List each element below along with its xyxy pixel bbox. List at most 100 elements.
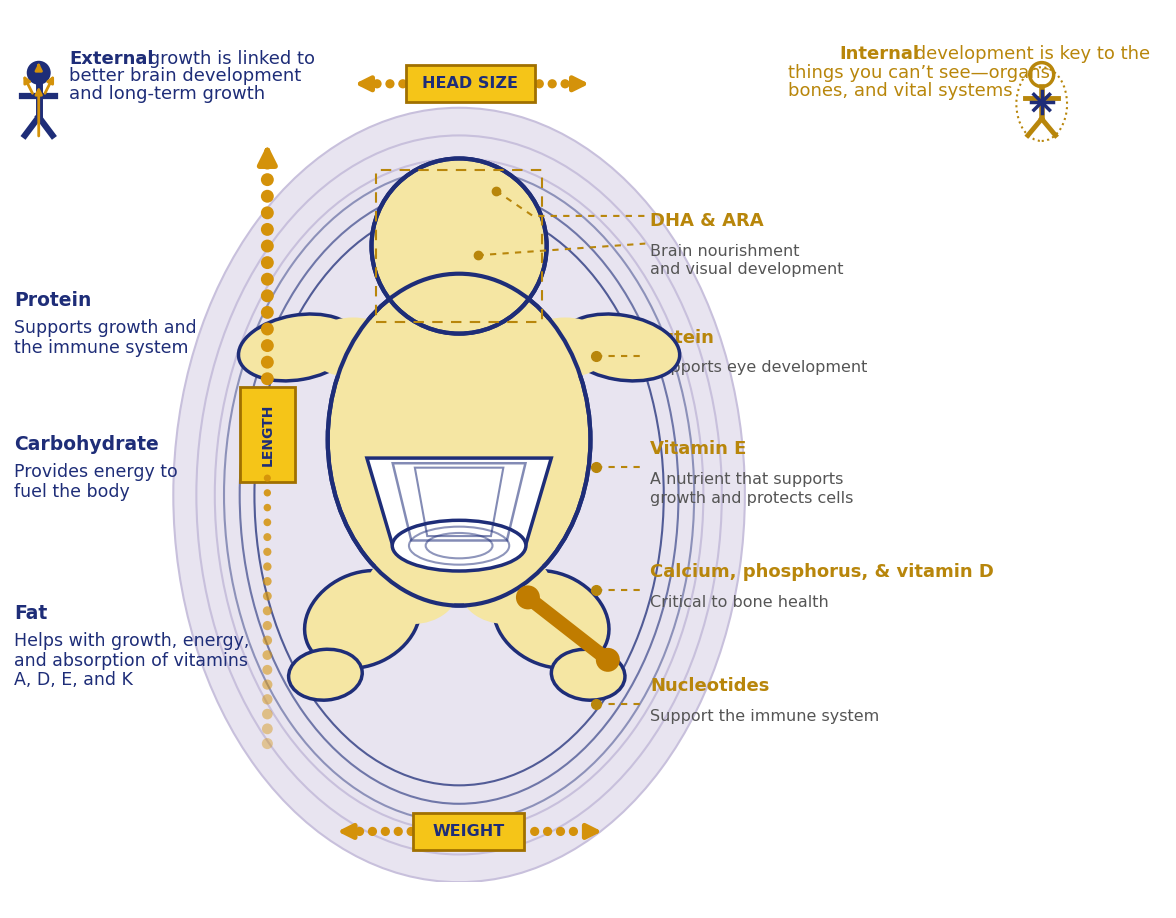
FancyBboxPatch shape bbox=[420, 264, 499, 329]
Circle shape bbox=[263, 577, 272, 586]
Circle shape bbox=[263, 592, 272, 600]
Ellipse shape bbox=[367, 550, 459, 624]
Ellipse shape bbox=[239, 314, 358, 381]
Text: Provides energy to: Provides energy to bbox=[14, 464, 178, 481]
Circle shape bbox=[262, 606, 272, 615]
Circle shape bbox=[372, 159, 547, 333]
Polygon shape bbox=[367, 458, 552, 545]
Circle shape bbox=[263, 548, 272, 556]
Circle shape bbox=[262, 635, 272, 645]
Circle shape bbox=[263, 504, 272, 511]
Ellipse shape bbox=[307, 318, 399, 377]
Bar bbox=[427, 271, 492, 321]
Circle shape bbox=[407, 827, 416, 836]
Circle shape bbox=[261, 223, 274, 236]
Ellipse shape bbox=[196, 136, 722, 855]
Circle shape bbox=[516, 586, 540, 610]
Text: LENGTH: LENGTH bbox=[260, 403, 274, 465]
Text: Fat: Fat bbox=[14, 604, 47, 623]
Circle shape bbox=[261, 190, 274, 203]
Circle shape bbox=[530, 827, 540, 836]
Circle shape bbox=[368, 827, 377, 836]
Circle shape bbox=[535, 79, 544, 88]
Text: growth and protects cells: growth and protects cells bbox=[650, 490, 854, 506]
Ellipse shape bbox=[561, 314, 680, 381]
Text: Protein: Protein bbox=[14, 291, 92, 310]
Text: A, D, E, and K: A, D, E, and K bbox=[14, 671, 133, 689]
Circle shape bbox=[261, 273, 274, 285]
Circle shape bbox=[261, 355, 274, 369]
Text: Critical to bone health: Critical to bone health bbox=[650, 595, 829, 610]
Circle shape bbox=[548, 79, 556, 88]
Circle shape bbox=[262, 723, 273, 734]
Text: HEAD SIZE: HEAD SIZE bbox=[422, 76, 519, 91]
Circle shape bbox=[262, 694, 273, 704]
Circle shape bbox=[569, 827, 579, 836]
Ellipse shape bbox=[519, 318, 612, 377]
Text: WEIGHT: WEIGHT bbox=[433, 824, 505, 839]
Text: and long-term growth: and long-term growth bbox=[69, 84, 266, 103]
Circle shape bbox=[261, 339, 274, 352]
Ellipse shape bbox=[328, 274, 590, 606]
Text: and absorption of vitamins: and absorption of vitamins bbox=[14, 652, 248, 670]
Circle shape bbox=[262, 738, 273, 749]
Text: the immune system: the immune system bbox=[14, 339, 188, 357]
Circle shape bbox=[261, 256, 274, 269]
Ellipse shape bbox=[288, 649, 362, 700]
Ellipse shape bbox=[173, 107, 744, 882]
Circle shape bbox=[262, 665, 273, 675]
Circle shape bbox=[263, 489, 270, 497]
Text: Nucleotides: Nucleotides bbox=[650, 677, 769, 695]
Circle shape bbox=[373, 79, 382, 88]
Circle shape bbox=[556, 827, 566, 836]
Circle shape bbox=[262, 621, 272, 631]
Text: Support the immune system: Support the immune system bbox=[650, 709, 880, 724]
Text: Lutein: Lutein bbox=[650, 329, 714, 346]
Ellipse shape bbox=[215, 159, 703, 832]
Text: Supports growth and: Supports growth and bbox=[14, 319, 196, 337]
Circle shape bbox=[263, 563, 272, 571]
FancyBboxPatch shape bbox=[413, 813, 523, 850]
FancyBboxPatch shape bbox=[406, 65, 535, 102]
Circle shape bbox=[399, 79, 407, 88]
Circle shape bbox=[261, 306, 274, 319]
Text: Carbohydrate: Carbohydrate bbox=[14, 435, 159, 454]
Circle shape bbox=[561, 79, 569, 88]
FancyBboxPatch shape bbox=[240, 386, 295, 482]
Circle shape bbox=[27, 61, 51, 84]
Circle shape bbox=[263, 533, 272, 541]
Circle shape bbox=[261, 373, 274, 386]
Circle shape bbox=[262, 679, 273, 689]
Circle shape bbox=[261, 207, 274, 219]
Circle shape bbox=[261, 322, 274, 335]
Text: DHA & ARA: DHA & ARA bbox=[650, 212, 763, 230]
Text: and visual development: and visual development bbox=[650, 262, 843, 277]
Circle shape bbox=[261, 289, 274, 302]
Text: growth is linked to: growth is linked to bbox=[143, 50, 315, 68]
Text: Calcium, phosphorus, & vitamin D: Calcium, phosphorus, & vitamin D bbox=[650, 563, 994, 581]
Circle shape bbox=[262, 709, 273, 720]
Text: fuel the body: fuel the body bbox=[14, 483, 129, 500]
Circle shape bbox=[263, 519, 272, 526]
Text: better brain development: better brain development bbox=[69, 67, 301, 85]
Ellipse shape bbox=[305, 571, 420, 668]
Circle shape bbox=[355, 827, 365, 836]
Text: development is key to the: development is key to the bbox=[909, 45, 1150, 63]
Circle shape bbox=[386, 79, 395, 88]
Ellipse shape bbox=[494, 571, 609, 668]
Circle shape bbox=[261, 240, 274, 252]
Circle shape bbox=[596, 648, 620, 672]
Circle shape bbox=[261, 174, 274, 186]
Text: Vitamin E: Vitamin E bbox=[650, 441, 747, 458]
Text: things you can’t see—organs,: things you can’t see—organs, bbox=[788, 63, 1056, 82]
Text: Supports eye development: Supports eye development bbox=[650, 361, 867, 375]
Text: External: External bbox=[69, 50, 154, 68]
Ellipse shape bbox=[552, 649, 624, 700]
Circle shape bbox=[394, 827, 403, 836]
Text: bones, and vital systems: bones, and vital systems bbox=[788, 82, 1013, 100]
Text: A nutrient that supports: A nutrient that supports bbox=[650, 472, 843, 487]
Text: Internal: Internal bbox=[838, 45, 918, 63]
Circle shape bbox=[543, 827, 553, 836]
Circle shape bbox=[381, 827, 390, 836]
Circle shape bbox=[261, 157, 274, 170]
